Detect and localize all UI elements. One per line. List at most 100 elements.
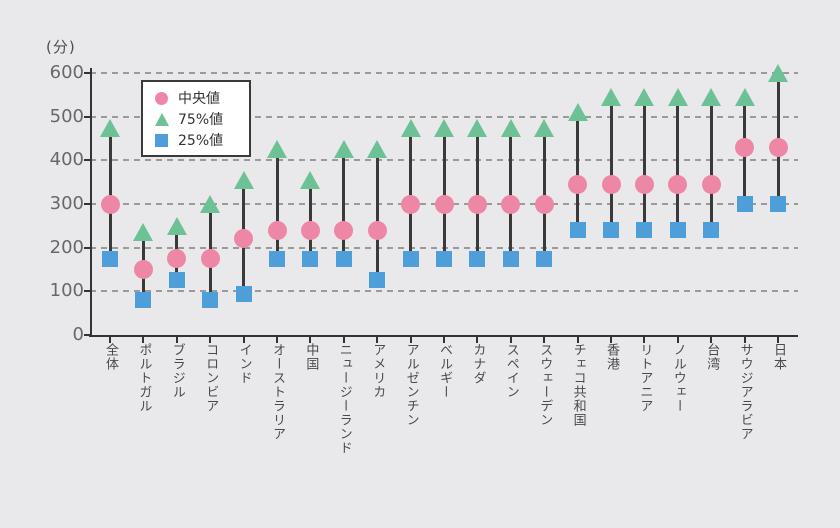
median-marker <box>668 174 688 194</box>
p75-marker <box>768 64 788 82</box>
x-label-19: サウジアラビア <box>737 343 753 441</box>
ytick-label-400: 400 <box>49 149 84 171</box>
xtick-3 <box>209 337 212 343</box>
ytick-mark-200 <box>84 246 90 249</box>
xtick-16 <box>643 337 646 343</box>
median-marker <box>601 174 621 194</box>
x-label-14: チェコ共和国 <box>570 343 586 427</box>
median-marker <box>334 220 354 240</box>
p25-marker <box>436 250 452 267</box>
p75-marker <box>667 88 688 107</box>
range-stem <box>642 97 646 231</box>
xtick-8 <box>376 337 379 343</box>
p25-marker <box>502 250 519 267</box>
p75-marker <box>534 118 555 137</box>
p75-marker <box>634 88 655 107</box>
range-stem <box>342 149 346 259</box>
x-label-0: 全体 <box>103 343 118 371</box>
median-circle-icon <box>155 91 169 105</box>
p25-marker <box>168 272 185 289</box>
legend-item-p75: 75%値 <box>155 108 249 129</box>
p75-marker <box>367 140 388 159</box>
x-label-4: インド <box>236 343 252 385</box>
median-marker <box>735 137 755 157</box>
median-marker <box>167 249 187 269</box>
p25-marker <box>770 196 786 212</box>
x-axis-line <box>89 335 798 337</box>
range-stem <box>709 97 713 231</box>
p25-marker <box>235 285 252 302</box>
p75-marker <box>500 118 521 137</box>
range-stem <box>542 127 546 259</box>
median-marker <box>467 194 487 214</box>
x-label-2: ブラジル <box>169 343 185 399</box>
x-label-6: 中国 <box>303 343 319 371</box>
median-marker <box>100 194 120 214</box>
range-stem <box>442 127 446 259</box>
p25-marker <box>369 272 386 289</box>
range-stem <box>108 127 112 259</box>
y-axis-line <box>90 68 92 337</box>
gridline-100 <box>90 290 798 293</box>
x-label-3: コロンビア <box>203 343 219 413</box>
p75-marker <box>333 140 354 159</box>
p25-marker <box>636 222 653 239</box>
xtick-14 <box>576 337 579 343</box>
p75-marker <box>267 140 287 159</box>
median-marker <box>401 194 421 214</box>
legend-label-p25: 25%値 <box>178 132 224 149</box>
ytick-mark-0 <box>84 334 90 336</box>
median-marker <box>634 174 654 194</box>
legend-label-p75: 75%値 <box>178 111 224 128</box>
p25-marker <box>703 222 720 239</box>
median-marker <box>300 220 320 240</box>
legend-item-p25: 25%値 <box>155 129 249 150</box>
p75-marker <box>200 195 221 213</box>
ytick-label-0: 0 <box>72 324 84 345</box>
p75-marker <box>100 118 120 137</box>
x-label-20: 日本 <box>771 343 786 371</box>
p25-marker <box>569 222 586 239</box>
p25-marker <box>603 222 619 239</box>
x-label-8: アメリカ <box>370 343 386 399</box>
p75-marker <box>300 170 321 189</box>
range-stem <box>375 149 379 281</box>
p25-marker <box>669 222 686 239</box>
xtick-6 <box>309 337 312 343</box>
xtick-20 <box>777 337 779 343</box>
p75-marker <box>701 88 722 107</box>
x-label-5: オーストラリア <box>270 343 285 441</box>
median-marker <box>568 174 588 194</box>
median-marker <box>200 249 220 269</box>
median-marker <box>367 220 387 240</box>
p75-marker <box>400 118 421 137</box>
p25-marker <box>469 250 486 267</box>
p25-marker <box>102 250 118 267</box>
p25-marker <box>202 292 219 309</box>
xtick-11 <box>476 337 479 343</box>
median-marker <box>701 174 721 194</box>
ytick-label-600: 600 <box>49 62 84 83</box>
x-label-9: アルゼンチン <box>403 343 419 427</box>
x-label-7: ニュージーランド <box>336 343 352 455</box>
range-stem <box>308 179 312 259</box>
range-stem <box>676 97 680 231</box>
p25-marker <box>402 250 419 267</box>
x-label-1: ポルトガル <box>136 343 152 413</box>
xtick-1 <box>142 337 145 343</box>
xtick-4 <box>242 337 245 343</box>
p25-marker <box>335 250 352 267</box>
xtick-0 <box>109 337 111 343</box>
xtick-9 <box>409 337 412 343</box>
xtick-5 <box>276 337 278 343</box>
xtick-10 <box>443 337 445 343</box>
range-stem <box>609 97 613 231</box>
p75-marker <box>467 118 488 137</box>
legend-label-median: 中央値 <box>178 90 220 107</box>
xtick-19 <box>743 337 746 343</box>
ytick-mark-500 <box>84 115 90 118</box>
p25-marker <box>302 250 319 267</box>
range-stem <box>475 127 479 259</box>
legend-item-median: 中央値 <box>155 87 249 108</box>
range-stem <box>275 149 279 259</box>
